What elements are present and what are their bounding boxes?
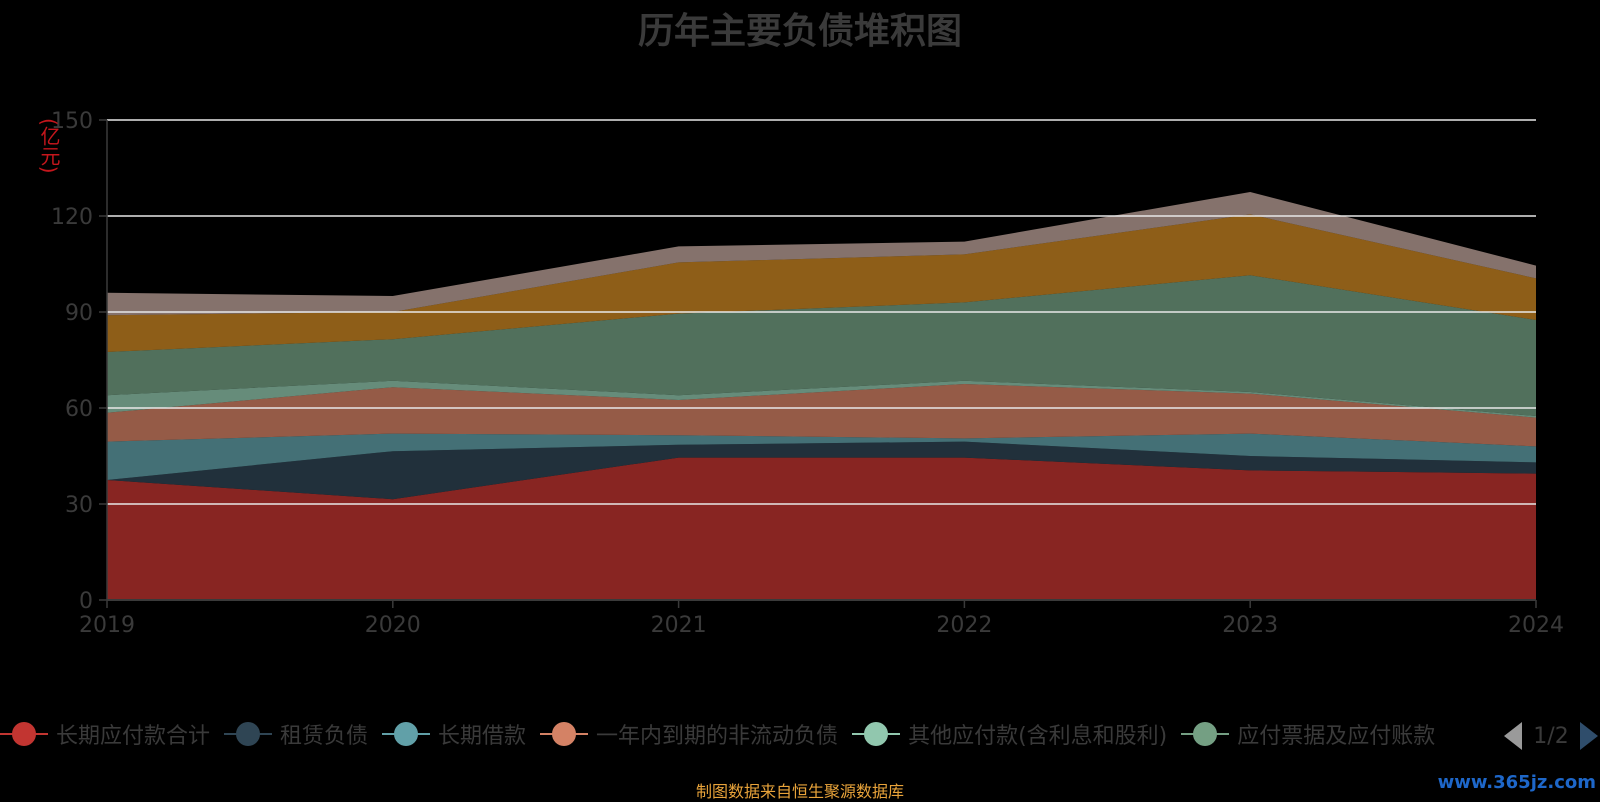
watermark: www.365jz.com — [1437, 772, 1596, 793]
y-tick-label: 60 — [65, 397, 93, 422]
area-series-7 — [107, 192, 1536, 316]
y-tick-label: 90 — [65, 301, 93, 326]
x-tick-label: 2021 — [651, 613, 707, 638]
legend-next-page-icon[interactable] — [1580, 722, 1598, 750]
area-series-6 — [107, 214, 1536, 352]
legend-item[interactable]: 一年内到期的非流动负债 — [540, 714, 838, 754]
legend-prev-page-icon[interactable] — [1504, 722, 1522, 750]
x-tick-label: 2024 — [1508, 613, 1564, 638]
area-layers — [107, 192, 1536, 600]
legend-item[interactable]: 应付票据及应付账款 — [1181, 714, 1435, 754]
stacked-area-chart: 0 30 60 90 120 150 2019 2020 2021 2022 2023 2024 — [51, 109, 1564, 638]
legend-marker-icon — [382, 720, 431, 748]
legend-marker-icon — [224, 720, 273, 748]
y-tick-label: 0 — [79, 589, 93, 614]
y-axis-unit-label: (亿元) — [37, 118, 61, 174]
legend-pager: 1/2 — [1500, 718, 1600, 754]
area-series-1 — [107, 441, 1536, 500]
data-source-note: 制图数据来自恒生聚源数据库 — [695, 782, 904, 801]
legend-marker-icon — [0, 720, 48, 748]
x-tick-label: 2019 — [79, 613, 135, 638]
legend-marker-icon — [852, 720, 901, 748]
legend-label: 租赁负债 — [280, 724, 369, 749]
y-tick-label: 120 — [51, 205, 93, 230]
x-tick-label: 2023 — [1222, 613, 1278, 638]
legend-item[interactable]: 其他应付款(含利息和股利) — [852, 714, 1167, 754]
legend-marker-icon — [540, 720, 589, 748]
legend: 长期应付款合计 租赁负债 长期借款 一年内到期的非流动负债 其他应付款(含利息和股利) 应… — [0, 714, 1482, 754]
x-tick-label: 2022 — [936, 613, 992, 638]
area-series-4 — [107, 380, 1536, 418]
y-tick-label: 30 — [65, 493, 93, 518]
axes: 0 30 60 90 120 150 2019 2020 2021 2022 2023 2024 — [51, 109, 1564, 638]
area-series-0 — [107, 457, 1536, 600]
y-tick-label: 150 — [51, 109, 93, 134]
area-series-3 — [107, 384, 1536, 447]
legend-label: 应付票据及应付账款 — [1237, 724, 1436, 749]
area-series-2 — [107, 433, 1536, 480]
area-series-5 — [107, 275, 1536, 416]
legend-label: 一年内到期的非流动负债 — [596, 724, 839, 749]
legend-label: 其他应付款(含利息和股利) — [908, 724, 1168, 749]
legend-item[interactable]: 长期借款 — [382, 714, 526, 754]
x-tick-label: 2020 — [365, 613, 421, 638]
legend-item[interactable]: 长期应付款合计 — [0, 714, 210, 754]
legend-marker-icon — [1181, 720, 1230, 748]
legend-item[interactable]: 租赁负债 — [224, 714, 368, 754]
legend-label: 长期应付款合计 — [56, 724, 211, 749]
gridlines — [107, 119, 1536, 505]
chart-title: 历年主要负债堆积图 — [637, 11, 962, 52]
legend-page-indicator: 1/2 — [1533, 723, 1569, 749]
legend-label: 长期借款 — [438, 724, 527, 749]
